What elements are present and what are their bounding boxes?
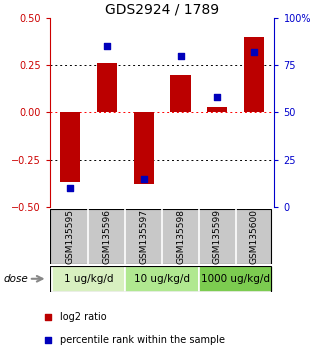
Text: GSM135600: GSM135600 xyxy=(250,209,259,264)
Text: dose: dose xyxy=(3,274,28,284)
Text: GSM135596: GSM135596 xyxy=(102,209,111,264)
Bar xyxy=(125,266,199,292)
Bar xyxy=(244,36,264,113)
Point xyxy=(141,176,146,182)
Text: percentile rank within the sample: percentile rank within the sample xyxy=(59,335,224,346)
Bar xyxy=(199,266,273,292)
Bar xyxy=(60,113,80,182)
Bar xyxy=(170,75,191,113)
Text: GSM135597: GSM135597 xyxy=(139,209,148,264)
Bar xyxy=(207,107,228,113)
Bar xyxy=(134,113,154,184)
Text: 1000 ug/kg/d: 1000 ug/kg/d xyxy=(201,274,270,284)
Text: 1 ug/kg/d: 1 ug/kg/d xyxy=(64,274,113,284)
Text: 10 ug/kg/d: 10 ug/kg/d xyxy=(134,274,190,284)
Point xyxy=(104,43,109,49)
Bar xyxy=(97,63,117,113)
Point xyxy=(45,314,50,320)
Point xyxy=(45,337,50,343)
Text: GSM135598: GSM135598 xyxy=(176,209,185,264)
Text: log2 ratio: log2 ratio xyxy=(59,312,106,322)
Bar xyxy=(52,266,125,292)
Point xyxy=(178,53,183,58)
Point xyxy=(252,49,257,55)
Text: GSM135595: GSM135595 xyxy=(65,209,74,264)
Title: GDS2924 / 1789: GDS2924 / 1789 xyxy=(105,2,219,17)
Point xyxy=(67,185,73,191)
Point xyxy=(215,95,220,100)
Text: GSM135599: GSM135599 xyxy=(213,209,222,264)
